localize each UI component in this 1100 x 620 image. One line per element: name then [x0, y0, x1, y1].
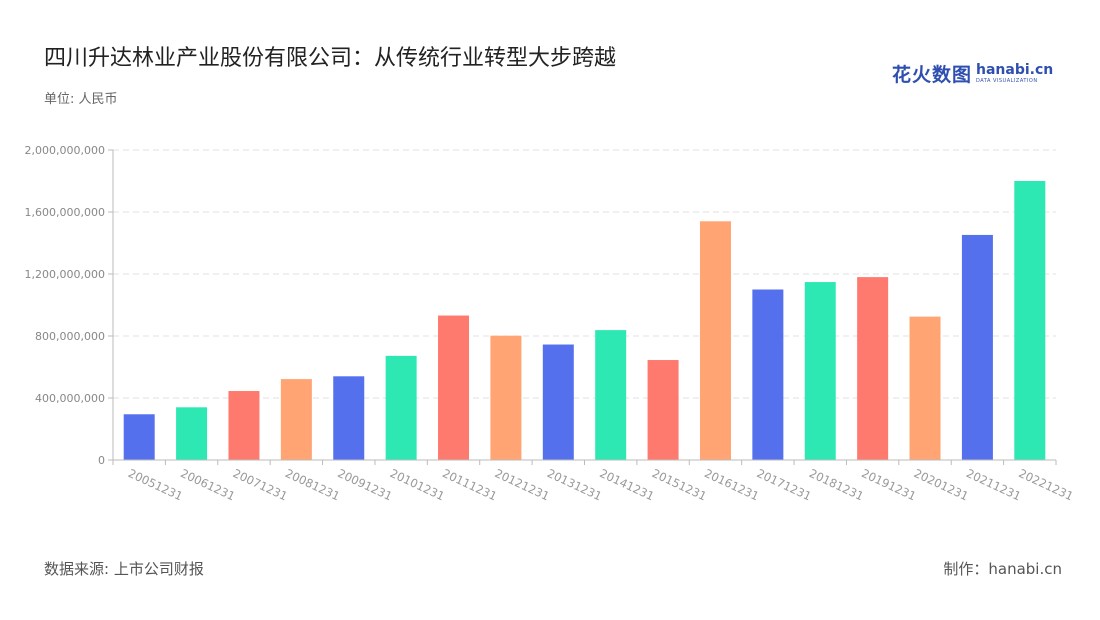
bars-group	[123, 181, 1046, 460]
bar-20211231	[961, 234, 993, 460]
bar-20181231	[804, 282, 836, 460]
bar-20081231	[280, 379, 312, 460]
logo-en-block: hanabi.cn DATA VISUALIZATION	[976, 63, 1053, 84]
x-tick-label: 20101231	[388, 466, 447, 503]
bar-20141231	[595, 330, 627, 460]
y-tick-label: 2,000,000,000	[25, 144, 105, 157]
bar-20101231	[385, 355, 417, 460]
x-tick-label: 20081231	[283, 466, 342, 503]
chart-title: 四川升达林业产业股份有限公司：从传统行业转型大步跨越	[44, 46, 617, 71]
bar-20051231	[123, 414, 155, 460]
bar-20091231	[333, 376, 365, 460]
data-source: 数据来源: 上市公司财报	[44, 560, 204, 578]
x-tick-label: 20061231	[178, 466, 237, 503]
logo-en-text: hanabi.cn	[976, 62, 1054, 78]
y-tick-label: 800,000,000	[35, 330, 105, 343]
y-axis-ticks: 0 400,000,000 800,000,000 1,200,000,000 1,60…	[25, 144, 113, 467]
y-tick-label: 0	[98, 454, 105, 467]
logo-sub-text: DATA VISUALIZATION	[976, 78, 1038, 84]
bar-20171231	[752, 289, 784, 460]
y-tick-label: 400,000,000	[35, 392, 105, 405]
x-tick-label: 20111231	[440, 466, 499, 503]
maker-credit: 制作：hanabi.cn	[943, 560, 1062, 578]
x-tick-label: 20211231	[964, 466, 1023, 503]
x-tick-label: 20171231	[755, 466, 814, 503]
x-tick-label: 20191231	[859, 466, 918, 503]
grid-lines	[113, 149, 1056, 399]
x-tick-label: 20091231	[335, 466, 394, 503]
x-tick-label: 20121231	[493, 466, 552, 503]
bar-20121231	[490, 335, 522, 460]
bar-20201231	[909, 316, 941, 460]
x-tick-label: 20161231	[702, 466, 761, 503]
x-tick-label: 20071231	[231, 466, 290, 503]
x-axis-ticks: 2005123120061231200712312008123120091231…	[112, 460, 1076, 503]
x-tick-label: 20051231	[126, 466, 185, 503]
bar-20151231	[647, 360, 679, 460]
x-tick-label: 20181231	[807, 466, 866, 503]
y-tick-label: 1,200,000,000	[25, 268, 105, 281]
brand-logo: 花火数图 hanabi.cn DATA VISUALIZATION	[892, 60, 1053, 87]
x-tick-label: 20221231	[1017, 466, 1076, 503]
x-tick-label: 20131231	[545, 466, 604, 503]
x-tick-label: 20141231	[597, 466, 656, 503]
bar-20191231	[857, 277, 889, 460]
bar-20111231	[438, 315, 470, 460]
logo-cn-text: 花火数图	[892, 64, 973, 86]
bar-20161231	[699, 221, 731, 460]
x-tick-label: 20201231	[912, 466, 971, 503]
bar-20221231	[1014, 181, 1046, 460]
bar-20071231	[228, 391, 260, 460]
y-tick-label: 1,600,000,000	[25, 206, 105, 219]
bar-20131231	[542, 344, 574, 460]
bar-20061231	[176, 407, 208, 460]
unit-label: 单位: 人民币	[44, 92, 118, 107]
x-tick-label: 20151231	[650, 466, 709, 503]
